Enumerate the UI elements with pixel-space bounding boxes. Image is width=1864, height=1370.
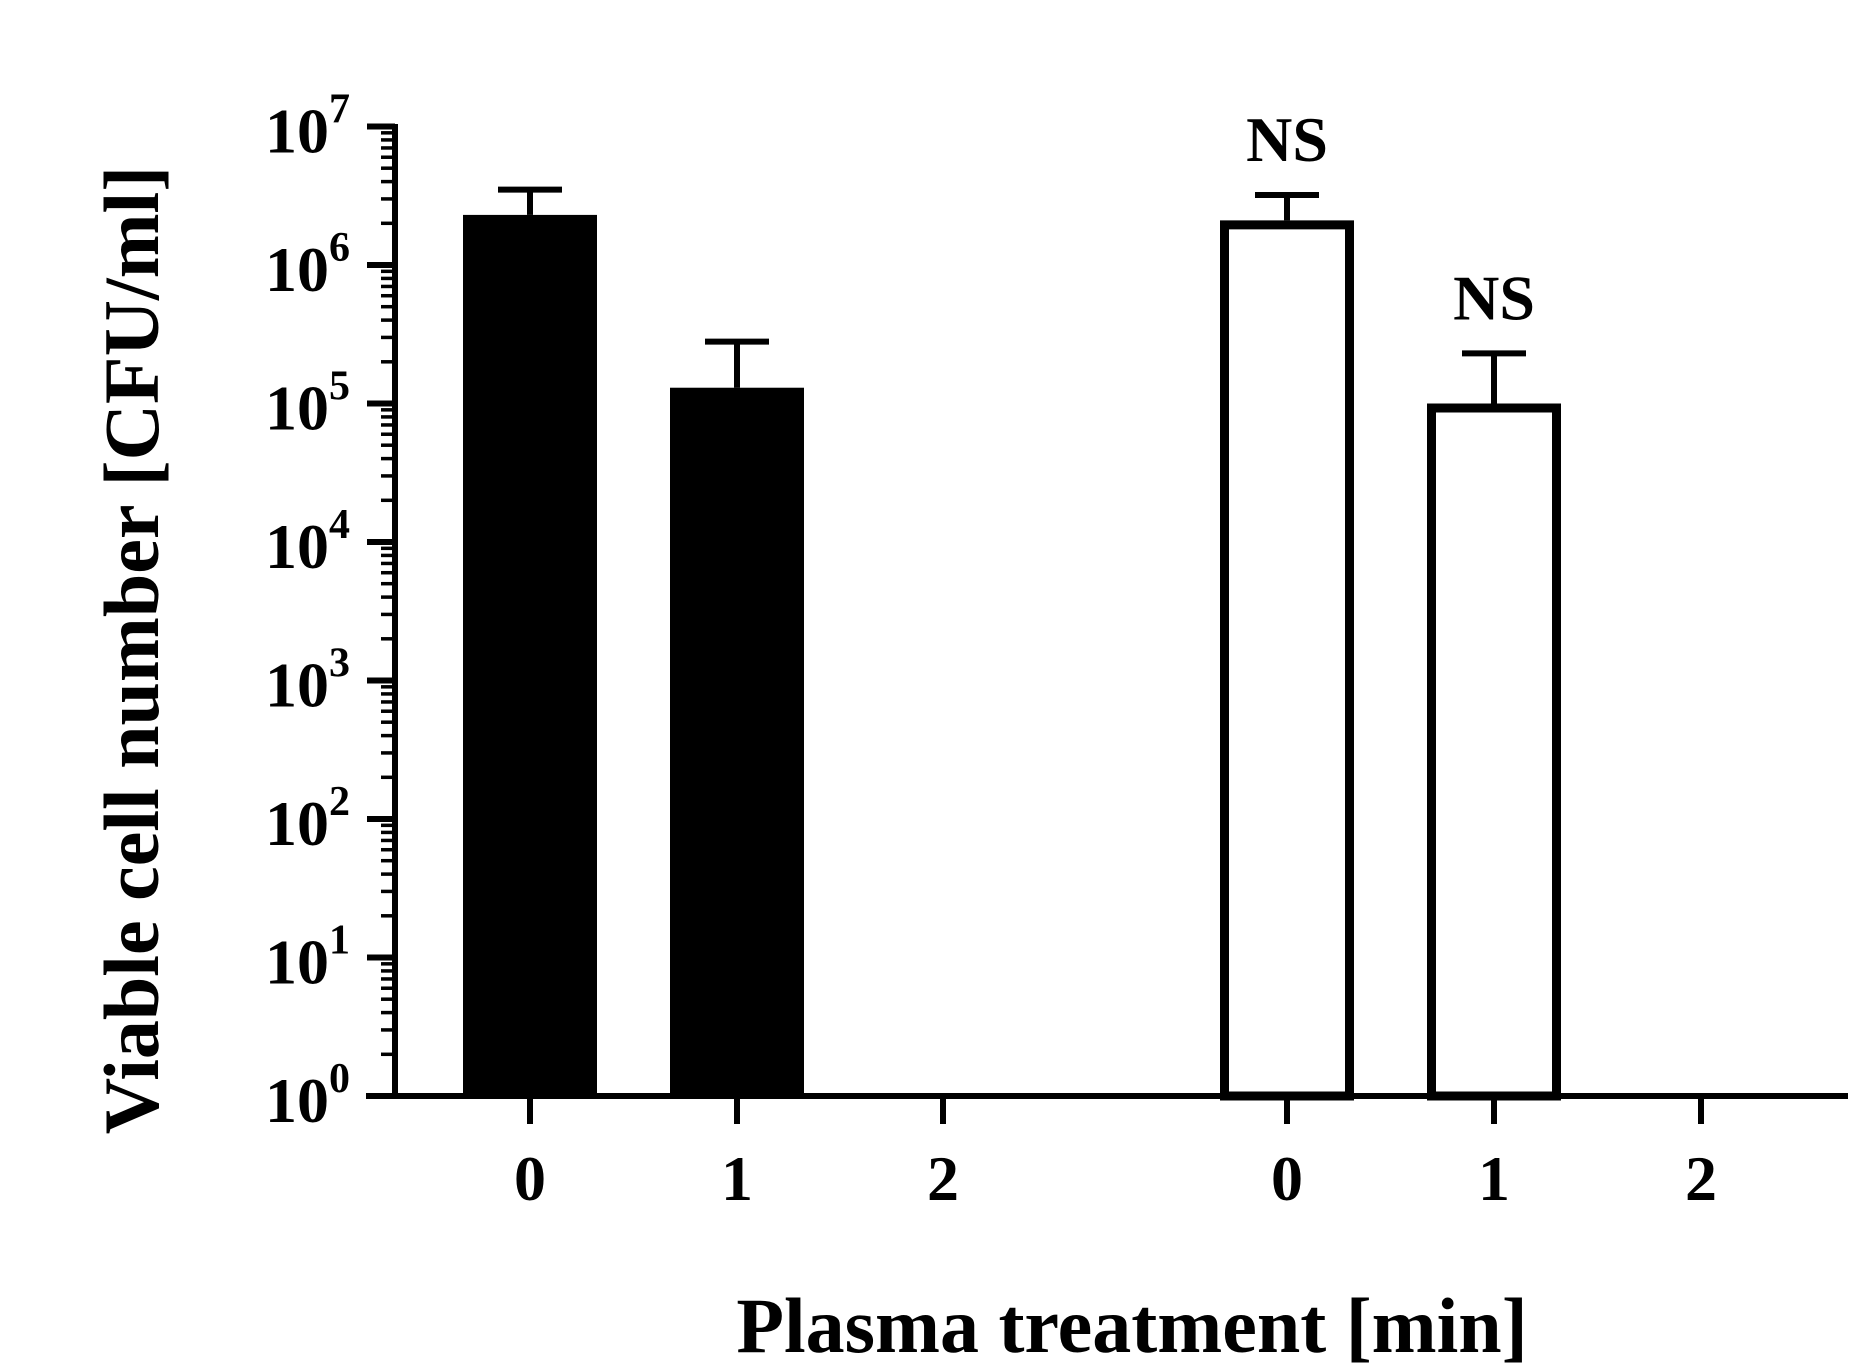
y-tick-base: 10 bbox=[265, 650, 329, 721]
y-tick-base: 10 bbox=[265, 511, 329, 582]
bar bbox=[670, 387, 804, 1096]
y-tick-exponent: 3 bbox=[329, 641, 350, 687]
y-tick-exponent: 0 bbox=[329, 1056, 350, 1102]
y-tick-label: 100 bbox=[265, 1056, 350, 1136]
y-tick-base: 10 bbox=[265, 1065, 329, 1136]
y-tick-exponent: 7 bbox=[329, 87, 350, 133]
y-tick-base: 10 bbox=[265, 927, 329, 998]
x-tick-label: 0 bbox=[1271, 1143, 1303, 1214]
y-tick-label: 104 bbox=[265, 502, 350, 582]
y-tick-exponent: 1 bbox=[329, 918, 350, 964]
x-axis-title: Plasma treatment [min] bbox=[736, 1282, 1527, 1369]
y-tick-label: 103 bbox=[265, 641, 350, 721]
y-tick-exponent: 4 bbox=[329, 502, 350, 548]
y-tick-base: 10 bbox=[265, 96, 329, 167]
bar bbox=[1427, 403, 1561, 1101]
bar bbox=[463, 214, 597, 1096]
y-tick-label: 107 bbox=[265, 87, 350, 167]
bars: NS NS bbox=[463, 104, 1561, 1101]
y-tick-label: 102 bbox=[265, 779, 350, 859]
y-tick-label: 101 bbox=[265, 918, 350, 998]
y-tick-label: 106 bbox=[265, 225, 350, 305]
x-tick-label: 1 bbox=[1478, 1143, 1510, 1214]
y-tick-base: 10 bbox=[265, 373, 329, 444]
bar bbox=[1220, 220, 1354, 1101]
x-tick-label: 0 bbox=[514, 1143, 546, 1214]
x-tick-label: 1 bbox=[721, 1143, 753, 1214]
y-tick-exponent: 6 bbox=[329, 225, 350, 271]
significance-label: NS bbox=[1246, 104, 1328, 175]
y-tick-label: 105 bbox=[265, 364, 350, 444]
y-tick-base: 10 bbox=[265, 788, 329, 859]
y-tick-exponent: 5 bbox=[329, 364, 350, 410]
x-tick-label: 2 bbox=[1685, 1143, 1717, 1214]
y-tick-exponent: 2 bbox=[329, 779, 350, 825]
y-axis-title: Viable cell number [CFU/ml] bbox=[88, 166, 175, 1134]
y-tick-base: 10 bbox=[265, 234, 329, 305]
significance-label: NS bbox=[1453, 262, 1535, 333]
x-tick-label: 2 bbox=[927, 1143, 959, 1214]
